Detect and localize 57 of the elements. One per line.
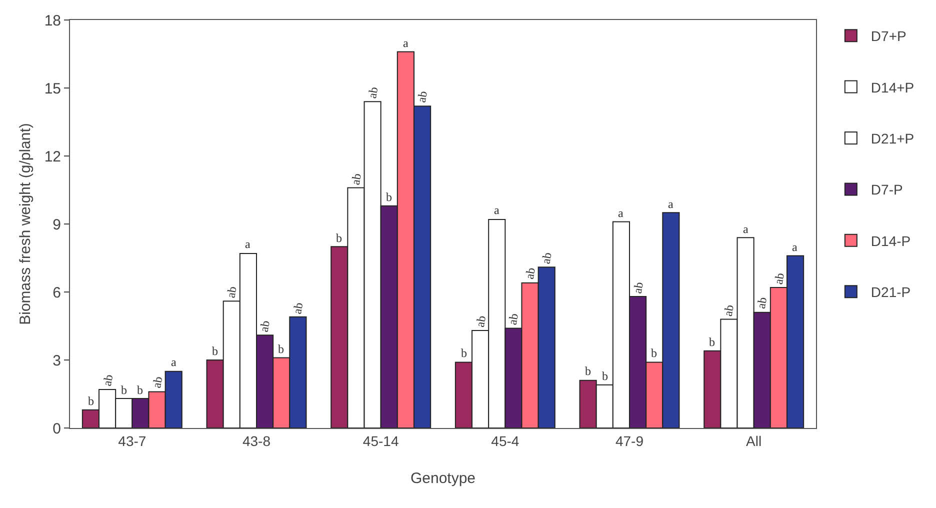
annotation: ab: [505, 312, 522, 326]
annotation: a: [792, 240, 798, 254]
annotation: b: [278, 342, 284, 356]
annotation: ab: [365, 86, 381, 100]
annotation: b: [88, 394, 94, 408]
annotation: ab: [472, 314, 489, 328]
annotation: b: [602, 369, 608, 383]
x-tick-label: 45-4: [491, 432, 520, 449]
annotation: a: [245, 237, 251, 251]
annotation: b: [709, 335, 715, 349]
annotation: ab: [224, 285, 240, 299]
x-tick-label: 47-9: [615, 432, 644, 449]
x-axis-title: Genotype: [410, 470, 476, 487]
annotation: a: [668, 197, 674, 211]
y-axis-title: Biomass fresh weight (g/plant): [17, 123, 34, 325]
y-tick-label: 15: [44, 80, 61, 98]
annotation: ab: [149, 375, 166, 389]
annotation: b: [386, 190, 392, 204]
annotation: ab: [754, 296, 770, 310]
annotation: b: [585, 364, 591, 378]
annotation: ab: [538, 251, 554, 265]
annotation: b: [461, 346, 467, 360]
x-tick-label: 43-8: [242, 432, 271, 449]
annotation: ab: [348, 172, 364, 186]
y-tick-label: 12: [44, 148, 61, 166]
annotation: a: [618, 206, 624, 220]
annotation: b: [651, 346, 657, 360]
legend-label: D7-P: [870, 182, 903, 198]
annotation: ab: [522, 266, 538, 280]
annotation: ab: [256, 319, 273, 334]
y-tick-label: 0: [52, 420, 61, 438]
legend-label: D14+P: [870, 79, 914, 96]
y-tick-label: 9: [52, 216, 61, 234]
legend-label: D21+P: [870, 130, 914, 146]
legend-label: D14-P: [870, 232, 911, 249]
annotation: b: [137, 383, 143, 397]
annotation: a: [403, 36, 409, 50]
annotation: ab: [771, 272, 788, 286]
annotation: a: [743, 222, 749, 236]
annotation: ab: [100, 373, 116, 388]
annotation: a: [171, 355, 177, 369]
annotation: ab: [630, 280, 646, 295]
annotation: ab: [414, 90, 430, 104]
annotation: ab: [290, 301, 306, 316]
legend-label: D7+P: [870, 28, 906, 44]
legend-label: D21-P: [870, 284, 911, 300]
y-tick-label: 18: [44, 12, 61, 30]
annotation: b: [121, 383, 127, 397]
x-tick-label: All: [746, 432, 762, 449]
annotation: ab: [720, 304, 737, 318]
annotation: b: [336, 231, 342, 245]
y-tick-label: 6: [52, 284, 61, 302]
annotation: a: [494, 203, 500, 217]
x-tick-label: 45-14: [362, 432, 399, 449]
y-tick-label: 3: [52, 352, 61, 370]
annotation: b: [212, 344, 218, 358]
x-tick-label: 43-7: [118, 432, 146, 449]
